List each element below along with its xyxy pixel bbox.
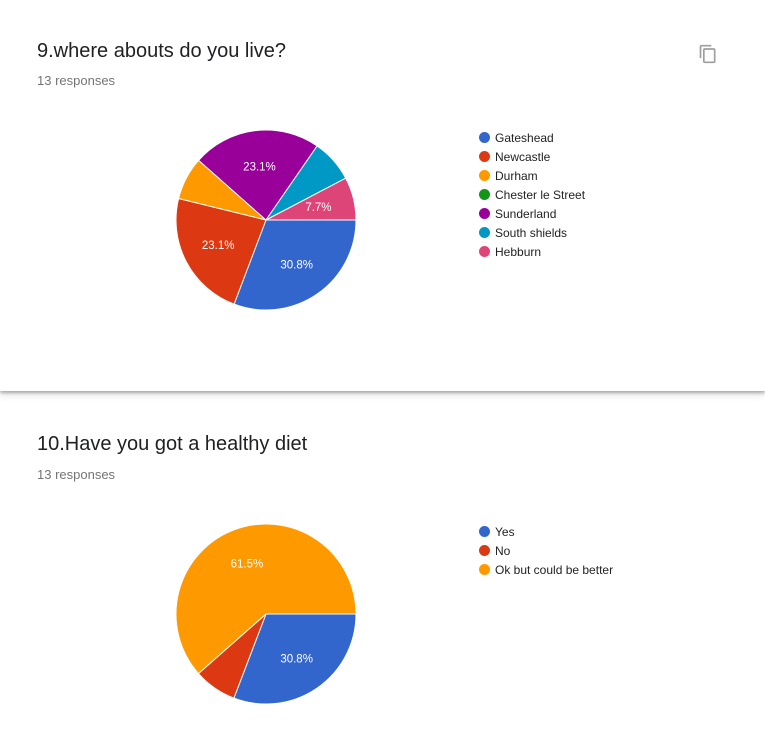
legend-label: No (495, 543, 511, 558)
response-count: 13 responses (37, 467, 116, 482)
legend-label: Ok but could be better (495, 562, 614, 577)
copy-chart-button[interactable] (698, 44, 718, 64)
legend-swatch (479, 208, 490, 219)
question-card-9: 9.where abouts do you live? 13 responses… (37, 40, 718, 311)
legend-swatch (479, 227, 490, 238)
slice-label-yes: 30.8% (280, 653, 313, 665)
legend-swatch (479, 189, 490, 200)
legend-item-newcastle[interactable]: Newcastle (479, 147, 585, 166)
legend-item-chester-le-street[interactable]: Chester le Street (479, 185, 585, 204)
legend-swatch (479, 170, 490, 181)
legend-label: Newcastle (495, 149, 551, 164)
pie-slice-sunderland[interactable] (197, 129, 318, 221)
slice-label-sunderland: 23.1% (243, 161, 276, 173)
pie-slice-yes[interactable] (233, 613, 357, 705)
legend-label: Durham (495, 168, 538, 183)
legend-item-sunderland[interactable]: Sunderland (479, 204, 585, 223)
response-count: 13 responses (37, 73, 116, 88)
legend-item-gateshead[interactable]: Gateshead (479, 128, 585, 147)
copy-icon (699, 44, 716, 64)
pie-chart: 30.8% 61.5% (175, 523, 357, 705)
legend-label: Hebburn (495, 244, 542, 259)
legend-item-durham[interactable]: Durham (479, 166, 585, 185)
legend-label: South shields (495, 225, 568, 240)
legend-label: Yes (495, 524, 515, 539)
pie-slice-newcastle[interactable] (175, 197, 267, 305)
legend-item-south-shields[interactable]: South shields (479, 223, 585, 242)
legend-swatch (479, 526, 490, 537)
chart-legend: Gateshead Newcastle Durham Chester le Stree… (479, 128, 585, 261)
pie-slice-ok-but-could-be-better[interactable] (175, 523, 357, 675)
slice-label-newcastle: 23.1% (202, 240, 235, 252)
legend-item-ok-but-could-be-better[interactable]: Ok but could be better (479, 560, 613, 579)
pie-slice-hebburn[interactable] (265, 177, 357, 221)
question-card-10: 10.Have you got a healthy diet 13 respon… (0, 391, 765, 735)
legend-label: Chester le Street (495, 187, 586, 202)
pie-slice-gateshead[interactable] (233, 219, 357, 311)
legend-swatch (479, 246, 490, 257)
legend-swatch (479, 545, 490, 556)
legend-item-yes[interactable]: Yes (479, 522, 613, 541)
legend-swatch (479, 151, 490, 162)
question-title: 10.Have you got a healthy diet (37, 433, 308, 455)
chart-legend: Yes No Ok but could be better (479, 522, 613, 579)
question-title: 9.where abouts do you live? (37, 40, 287, 62)
legend-label: Sunderland (495, 206, 557, 221)
slice-label-hebburn: 7.7% (305, 202, 331, 214)
pie-chart: 30.8% 23.1% 23.1% 7.7% (175, 129, 357, 311)
slice-label-ok-but-could-be-better: 61.5% (231, 558, 264, 570)
legend-swatch (479, 564, 490, 575)
legend-item-hebburn[interactable]: Hebburn (479, 242, 585, 261)
legend-item-no[interactable]: No (479, 541, 613, 560)
legend-swatch (479, 132, 490, 143)
legend-label: Gateshead (495, 130, 554, 145)
slice-label-gateshead: 30.8% (280, 259, 313, 271)
